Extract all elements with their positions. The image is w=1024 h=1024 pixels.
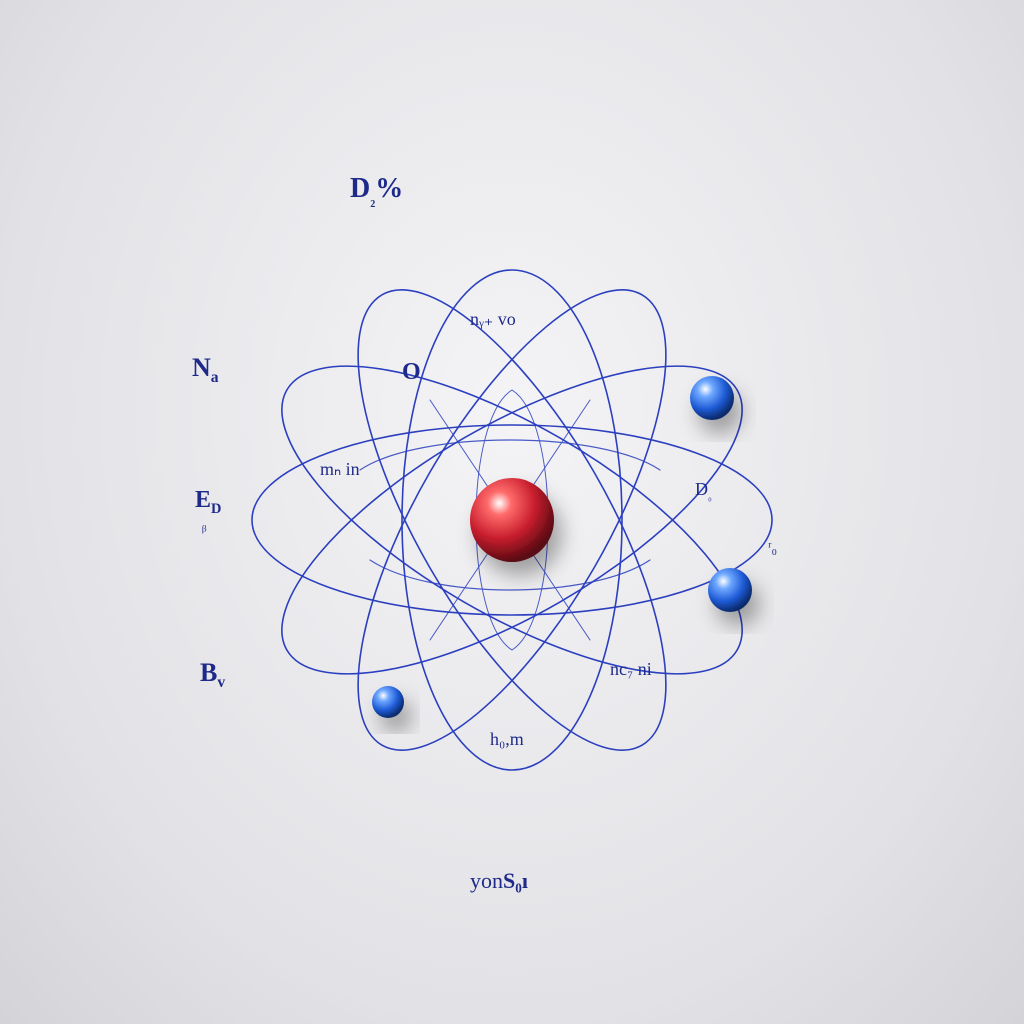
label-main: N	[192, 353, 211, 382]
electron-2	[372, 686, 404, 718]
label-na: Na	[192, 355, 219, 386]
nucleus	[470, 478, 554, 562]
label-main: B	[200, 658, 217, 687]
label-hom: h₀,m	[490, 730, 524, 748]
label-ed2: ᵦ	[202, 518, 207, 534]
label-main: D	[350, 173, 370, 204]
label-nc_ni: nc₇ ni	[610, 660, 652, 678]
label-r_ho: ʳ₀	[768, 540, 777, 556]
label-suffix: %	[375, 173, 403, 204]
label-sub: v	[217, 674, 225, 691]
label-main: mₙ in	[320, 459, 360, 479]
label-main: O	[402, 359, 421, 385]
label-ny_vo: nᵧ₊ vo	[470, 310, 516, 328]
label-main: nc₇ ni	[610, 659, 652, 679]
label-sub: D	[211, 501, 221, 517]
label-sub: ₀	[708, 491, 712, 503]
label-main: ᵦ	[202, 517, 207, 534]
electron-0	[690, 376, 734, 420]
electron-1	[708, 568, 752, 612]
sketch-line-1	[370, 560, 650, 590]
label-o: O	[402, 360, 421, 384]
label-sub: a	[211, 369, 219, 386]
label-ed: ED	[195, 488, 221, 516]
label-main: ʳ₀	[768, 539, 777, 556]
label-d_pct: D₂%	[350, 175, 403, 207]
label-main: yon	[470, 868, 503, 893]
label-bottom: yonS₀ı	[470, 870, 528, 892]
label-mn_in: mₙ in	[320, 460, 360, 478]
label-main: D	[695, 479, 708, 499]
diagram-canvas: D₂%NaOnᵧ₊ voEDᵦmₙ inD₀Bvʳ₀nc₇ nih₀,myonS…	[0, 0, 1024, 1024]
label-main: nᵧ₊ vo	[470, 309, 516, 329]
label-bv: Bv	[200, 660, 225, 691]
label-main: E	[195, 487, 211, 513]
label-do: D₀	[695, 480, 712, 502]
label-suffix: S₀ı	[503, 868, 528, 893]
label-main: h₀,m	[490, 729, 524, 749]
